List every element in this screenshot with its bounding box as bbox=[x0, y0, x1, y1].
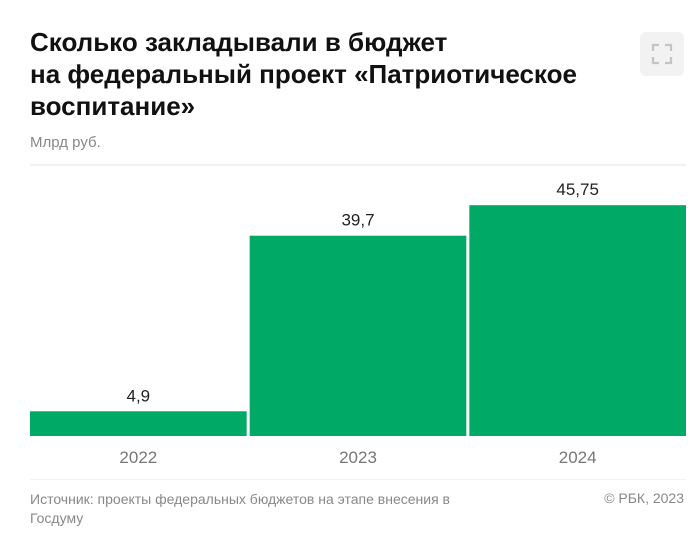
x-tick-label-2023: 2023 bbox=[339, 448, 377, 467]
bar-2023 bbox=[249, 235, 467, 436]
bar-chart: 4,9 2022 39,7 2023 45,75 2024 bbox=[30, 164, 686, 480]
unit-label: Млрд руб. bbox=[30, 134, 101, 151]
data-label-2024: 45,75 bbox=[556, 180, 599, 199]
copyright: © РБК, 2023 bbox=[604, 490, 684, 506]
source-note: Источник: проекты федеральных бюджетов н… bbox=[30, 491, 450, 526]
x-tick-label-2024: 2024 bbox=[559, 448, 597, 467]
data-label-2023: 39,7 bbox=[341, 211, 374, 230]
chart-title-line: Сколько закладывали в бюджет bbox=[30, 27, 448, 57]
bar-2022 bbox=[30, 411, 247, 436]
chart-title-line: воспитание» bbox=[30, 91, 196, 121]
x-tick-label-2022: 2022 bbox=[119, 448, 157, 467]
data-label-2022: 4,9 bbox=[127, 386, 151, 405]
bars-group: 4,9 2022 39,7 2023 45,75 2024 bbox=[30, 180, 686, 467]
fullscreen-icon bbox=[651, 43, 673, 65]
fullscreen-button[interactable] bbox=[640, 32, 684, 76]
chart-title: Сколько закладывали в бюджет на федераль… bbox=[30, 26, 610, 122]
chart-title-line: на федеральный проект «Патриотическое bbox=[30, 59, 577, 89]
bar-2024 bbox=[469, 205, 686, 436]
